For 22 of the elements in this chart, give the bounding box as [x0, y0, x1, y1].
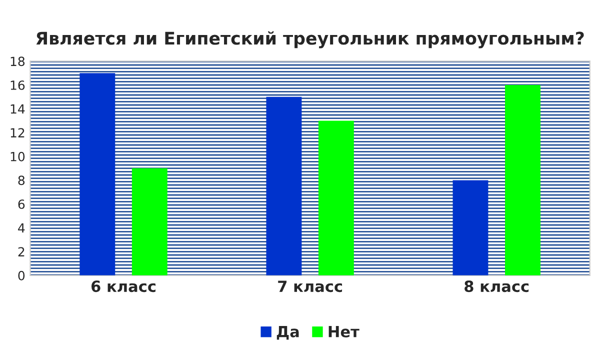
y-tick-label: 16: [10, 80, 25, 90]
y-tick-label: 6: [18, 199, 25, 209]
y-tick-label: 12: [10, 128, 24, 138]
y-tick-label: 14: [10, 104, 25, 114]
legend-label: Да: [276, 326, 299, 340]
bar: [132, 168, 168, 276]
x-tick-label: 7 класс: [278, 280, 342, 292]
y-tick-label: 0: [18, 270, 25, 280]
x-tick-label: 8 класс: [464, 280, 529, 292]
bar: [80, 73, 116, 276]
chart-title: Является ли Египетский треугольник прямоугольным?: [36, 31, 584, 48]
bar: [318, 120, 354, 276]
y-tick-label: 8: [18, 176, 25, 186]
y-tick-label: 4: [18, 223, 25, 233]
x-tick-label: 6 класс: [92, 280, 156, 292]
y-tick-label: 18: [10, 56, 25, 66]
legend-label: Нет: [328, 326, 360, 338]
bar: [266, 96, 302, 276]
y-tick-label: 2: [18, 247, 24, 256]
bar: [452, 180, 488, 276]
bar: [505, 85, 540, 276]
y-tick-label: 10: [10, 152, 25, 162]
